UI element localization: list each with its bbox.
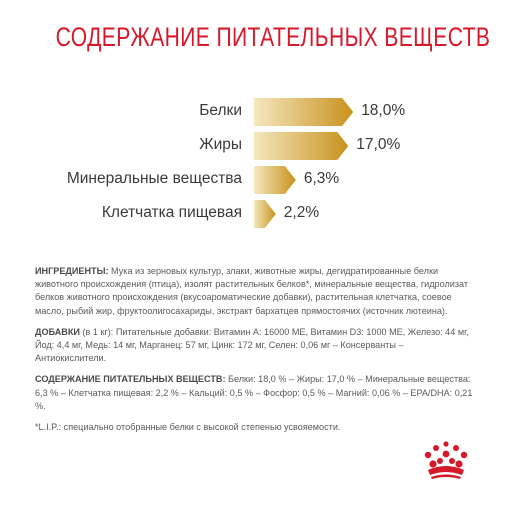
nutrient-row-fiber: Клетчатка пищевая 2,2% xyxy=(0,200,506,230)
footnote: *L.I.P.: специально отобранные белки с в… xyxy=(35,421,475,434)
ingredients-paragraph: ИНГРЕДИЕНТЫ: Мука из зерновых культур, з… xyxy=(35,265,475,318)
bar-shape xyxy=(254,98,353,126)
additives-paragraph: ДОБАВКИ (в 1 кг): Питательные добавки: В… xyxy=(35,326,475,366)
nutrient-label: Жиры xyxy=(199,136,242,154)
composition-text: ИНГРЕДИЕНТЫ: Мука из зерновых культур, з… xyxy=(35,265,475,442)
nutrition-paragraph: СОДЕРЖАНИЕ ПИТАТЕЛЬНЫХ ВЕЩЕСТВ: Белки: 1… xyxy=(35,373,475,413)
nutrient-bar xyxy=(254,200,276,228)
additives-unit: (в 1 кг): xyxy=(80,327,113,337)
nutrient-label: Белки xyxy=(199,102,242,120)
nutrient-bar xyxy=(254,98,353,126)
crown-icon xyxy=(420,440,472,480)
ingredients-heading: ИНГРЕДИЕНТЫ: xyxy=(35,266,109,276)
nutrient-bar xyxy=(254,166,296,194)
nutrient-row-minerals: Минеральные вещества 6,3% xyxy=(0,166,506,196)
nutrient-row-fat: Жиры 17,0% xyxy=(0,132,506,162)
bar-shape xyxy=(254,200,276,228)
nutrient-value: 2,2% xyxy=(284,204,319,222)
nutrient-row-protein: Белки 18,0% xyxy=(0,98,506,128)
nutrient-value: 17,0% xyxy=(356,136,400,154)
nutrient-bar xyxy=(254,132,348,160)
additives-heading: ДОБАВКИ xyxy=(35,327,80,337)
bar-shape xyxy=(254,166,296,194)
nutrient-label: Минеральные вещества xyxy=(67,170,242,188)
nutrient-label: Клетчатка пищевая xyxy=(102,204,242,222)
nutrient-value: 18,0% xyxy=(361,102,405,120)
bar-shape xyxy=(254,132,348,160)
page-title: СОДЕРЖАНИЕ ПИТАТЕЛЬНЫХ ВЕЩЕСТВ xyxy=(56,22,451,53)
nutrition-heading: СОДЕРЖАНИЕ ПИТАТЕЛЬНЫХ ВЕЩЕСТВ: xyxy=(35,374,226,384)
nutrient-value: 6,3% xyxy=(304,170,339,188)
